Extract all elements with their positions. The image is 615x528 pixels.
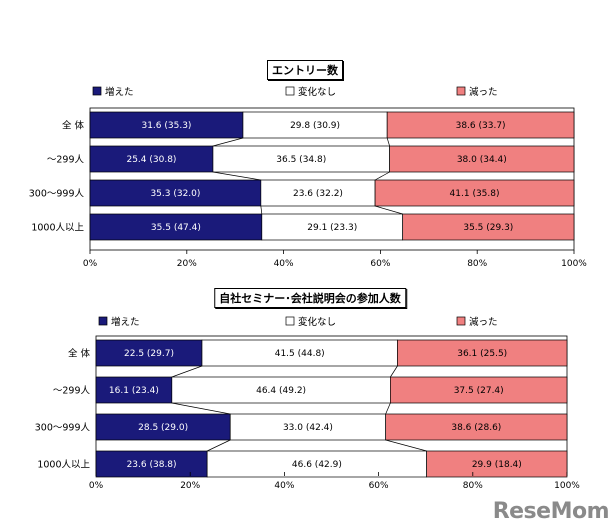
x-tick-label: 0%: [83, 259, 98, 269]
category-label: 1000人以上: [37, 460, 90, 471]
bar-value-label: 23.6 (38.8): [127, 460, 177, 470]
plot-frame: [89, 107, 575, 251]
category-label: 全 体: [62, 120, 85, 132]
bar-value-label: 22.5 (29.7): [124, 349, 174, 359]
x-tick-label: 60%: [369, 481, 389, 491]
x-tick-label: 20%: [180, 481, 200, 491]
bar-value-label: 29.8 (30.9): [290, 121, 340, 131]
bar-value-label: 16.1 (23.4): [109, 386, 159, 396]
series-connector-line: [212, 171, 261, 181]
x-tick-label: 40%: [274, 481, 294, 491]
series-connector-line: [390, 365, 398, 378]
bar-segment: [89, 145, 214, 173]
x-tick-label: 100%: [561, 259, 587, 269]
bar-segment: [426, 450, 568, 478]
legend-label: 変化なし: [298, 316, 336, 328]
category-label: 1000人以上: [31, 223, 84, 234]
x-tick-label: 60%: [370, 259, 390, 269]
bar-value-label: 36.1 (25.5): [457, 349, 507, 359]
bar-value-label: 37.5 (27.4): [454, 386, 504, 396]
x-tick-label: 0%: [89, 481, 104, 491]
series-connector-line: [212, 137, 244, 147]
category-label: ～299人: [47, 155, 85, 166]
bar-segment: [260, 179, 376, 207]
legend-swatch: [285, 316, 295, 326]
legend-swatch: [98, 316, 108, 326]
resemom-watermark: ReseMom: [492, 499, 610, 524]
bar-value-label: 46.6 (42.9): [292, 460, 342, 470]
bar-segment: [89, 179, 262, 207]
bar-value-label: 25.4 (30.8): [126, 155, 176, 165]
bar-value-label: 29.9 (18.4): [472, 460, 522, 470]
legend-label: 減った: [469, 86, 498, 98]
x-tick-label: 80%: [463, 481, 483, 491]
chart-title: 自社セミナー･会社説明会の参加人数: [214, 288, 406, 308]
bar-value-label: 38.6 (33.7): [456, 121, 506, 131]
bar-segment: [95, 339, 203, 367]
bar-value-label: 38.6 (28.6): [451, 423, 501, 433]
stacked-bar-chart-seminar: 増えた 変化なし 減った 22.5 (29.7) 41.5 (44.8) 36.1 (25…: [35, 316, 581, 491]
series-connector-line: [386, 137, 390, 147]
bar-segment: [374, 179, 575, 207]
x-tick-label: 80%: [467, 259, 487, 269]
bar-segment: [171, 376, 391, 404]
bar-segment: [89, 213, 263, 241]
bar-segment: [389, 145, 575, 173]
bar-segment: [261, 213, 404, 241]
series-connector-line: [385, 439, 427, 452]
series-connector-line: [171, 402, 231, 415]
bar-segment: [201, 339, 398, 367]
bar-value-label: 31.6 (35.3): [141, 121, 191, 131]
series-connector-line: [385, 402, 391, 415]
bar-segment: [397, 339, 568, 367]
series-connector-line: [374, 171, 390, 181]
legend-swatch: [92, 86, 102, 96]
x-tick-label: 40%: [274, 259, 294, 269]
bar-value-label: 41.1 (35.8): [450, 189, 500, 199]
bar-segment: [206, 450, 427, 478]
stacked-bar-chart-entries: 増えた 変化なし 減った 31.6 (35.3) 29.8 (30.9) 38.6 (33…: [29, 86, 588, 269]
bar-value-label: 36.5 (34.8): [276, 155, 326, 165]
legend-swatch: [456, 316, 466, 326]
bar-value-label: 23.6 (32.2): [293, 189, 343, 199]
category-label: 300～999人: [35, 423, 91, 434]
bar-segment: [95, 450, 208, 478]
bar-value-label: 41.5 (44.8): [275, 349, 325, 359]
chart-title: エントリー数: [267, 60, 343, 80]
legend-label: 減った: [469, 316, 498, 328]
legend-label: 増えた: [105, 86, 134, 98]
series-connector-line: [207, 439, 231, 452]
bar-segment: [89, 111, 244, 139]
bar-value-label: 33.0 (42.4): [283, 423, 333, 433]
legend-swatch: [285, 86, 295, 96]
legend-label: 変化なし: [298, 86, 336, 98]
series-connector-line: [260, 205, 263, 215]
bar-segment: [229, 413, 387, 441]
bar-segment: [95, 376, 173, 404]
category-label: 300～999人: [29, 189, 85, 200]
bar-segment: [386, 111, 575, 139]
bar-value-label: 35.5 (29.3): [463, 223, 513, 233]
bar-value-label: 28.5 (29.0): [138, 423, 188, 433]
bar-value-label: 35.3 (32.0): [150, 189, 200, 199]
chart-panel-seminar: 自社セミナー･会社説明会の参加人数 増えた 変化なし 減った 22.5 (29.7) 4…: [0, 282, 615, 502]
series-connector-line: [171, 365, 203, 378]
category-label: ～299人: [53, 386, 91, 397]
series-connector-line: [374, 205, 403, 215]
legend-label: 増えた: [111, 316, 140, 328]
bar-value-label: 38.0 (34.4): [457, 155, 507, 165]
x-tick-label: 20%: [177, 259, 197, 269]
category-label: 全 体: [68, 348, 91, 360]
bar-segment: [95, 413, 231, 441]
x-tick-label: 100%: [554, 481, 580, 491]
bar-value-label: 46.4 (49.2): [256, 386, 306, 396]
bar-segment: [385, 413, 568, 441]
legend-swatch: [456, 86, 466, 96]
bar-segment: [402, 213, 575, 241]
bar-segment: [390, 376, 568, 404]
bar-segment: [212, 145, 390, 173]
bar-value-label: 29.1 (23.3): [307, 223, 357, 233]
chart-panel-entries: エントリー数 増えた 変化なし 減った 31.6 (35.3) 29.8 (30.9) 3…: [29, 60, 588, 269]
bar-value-label: 35.5 (47.4): [151, 223, 201, 233]
